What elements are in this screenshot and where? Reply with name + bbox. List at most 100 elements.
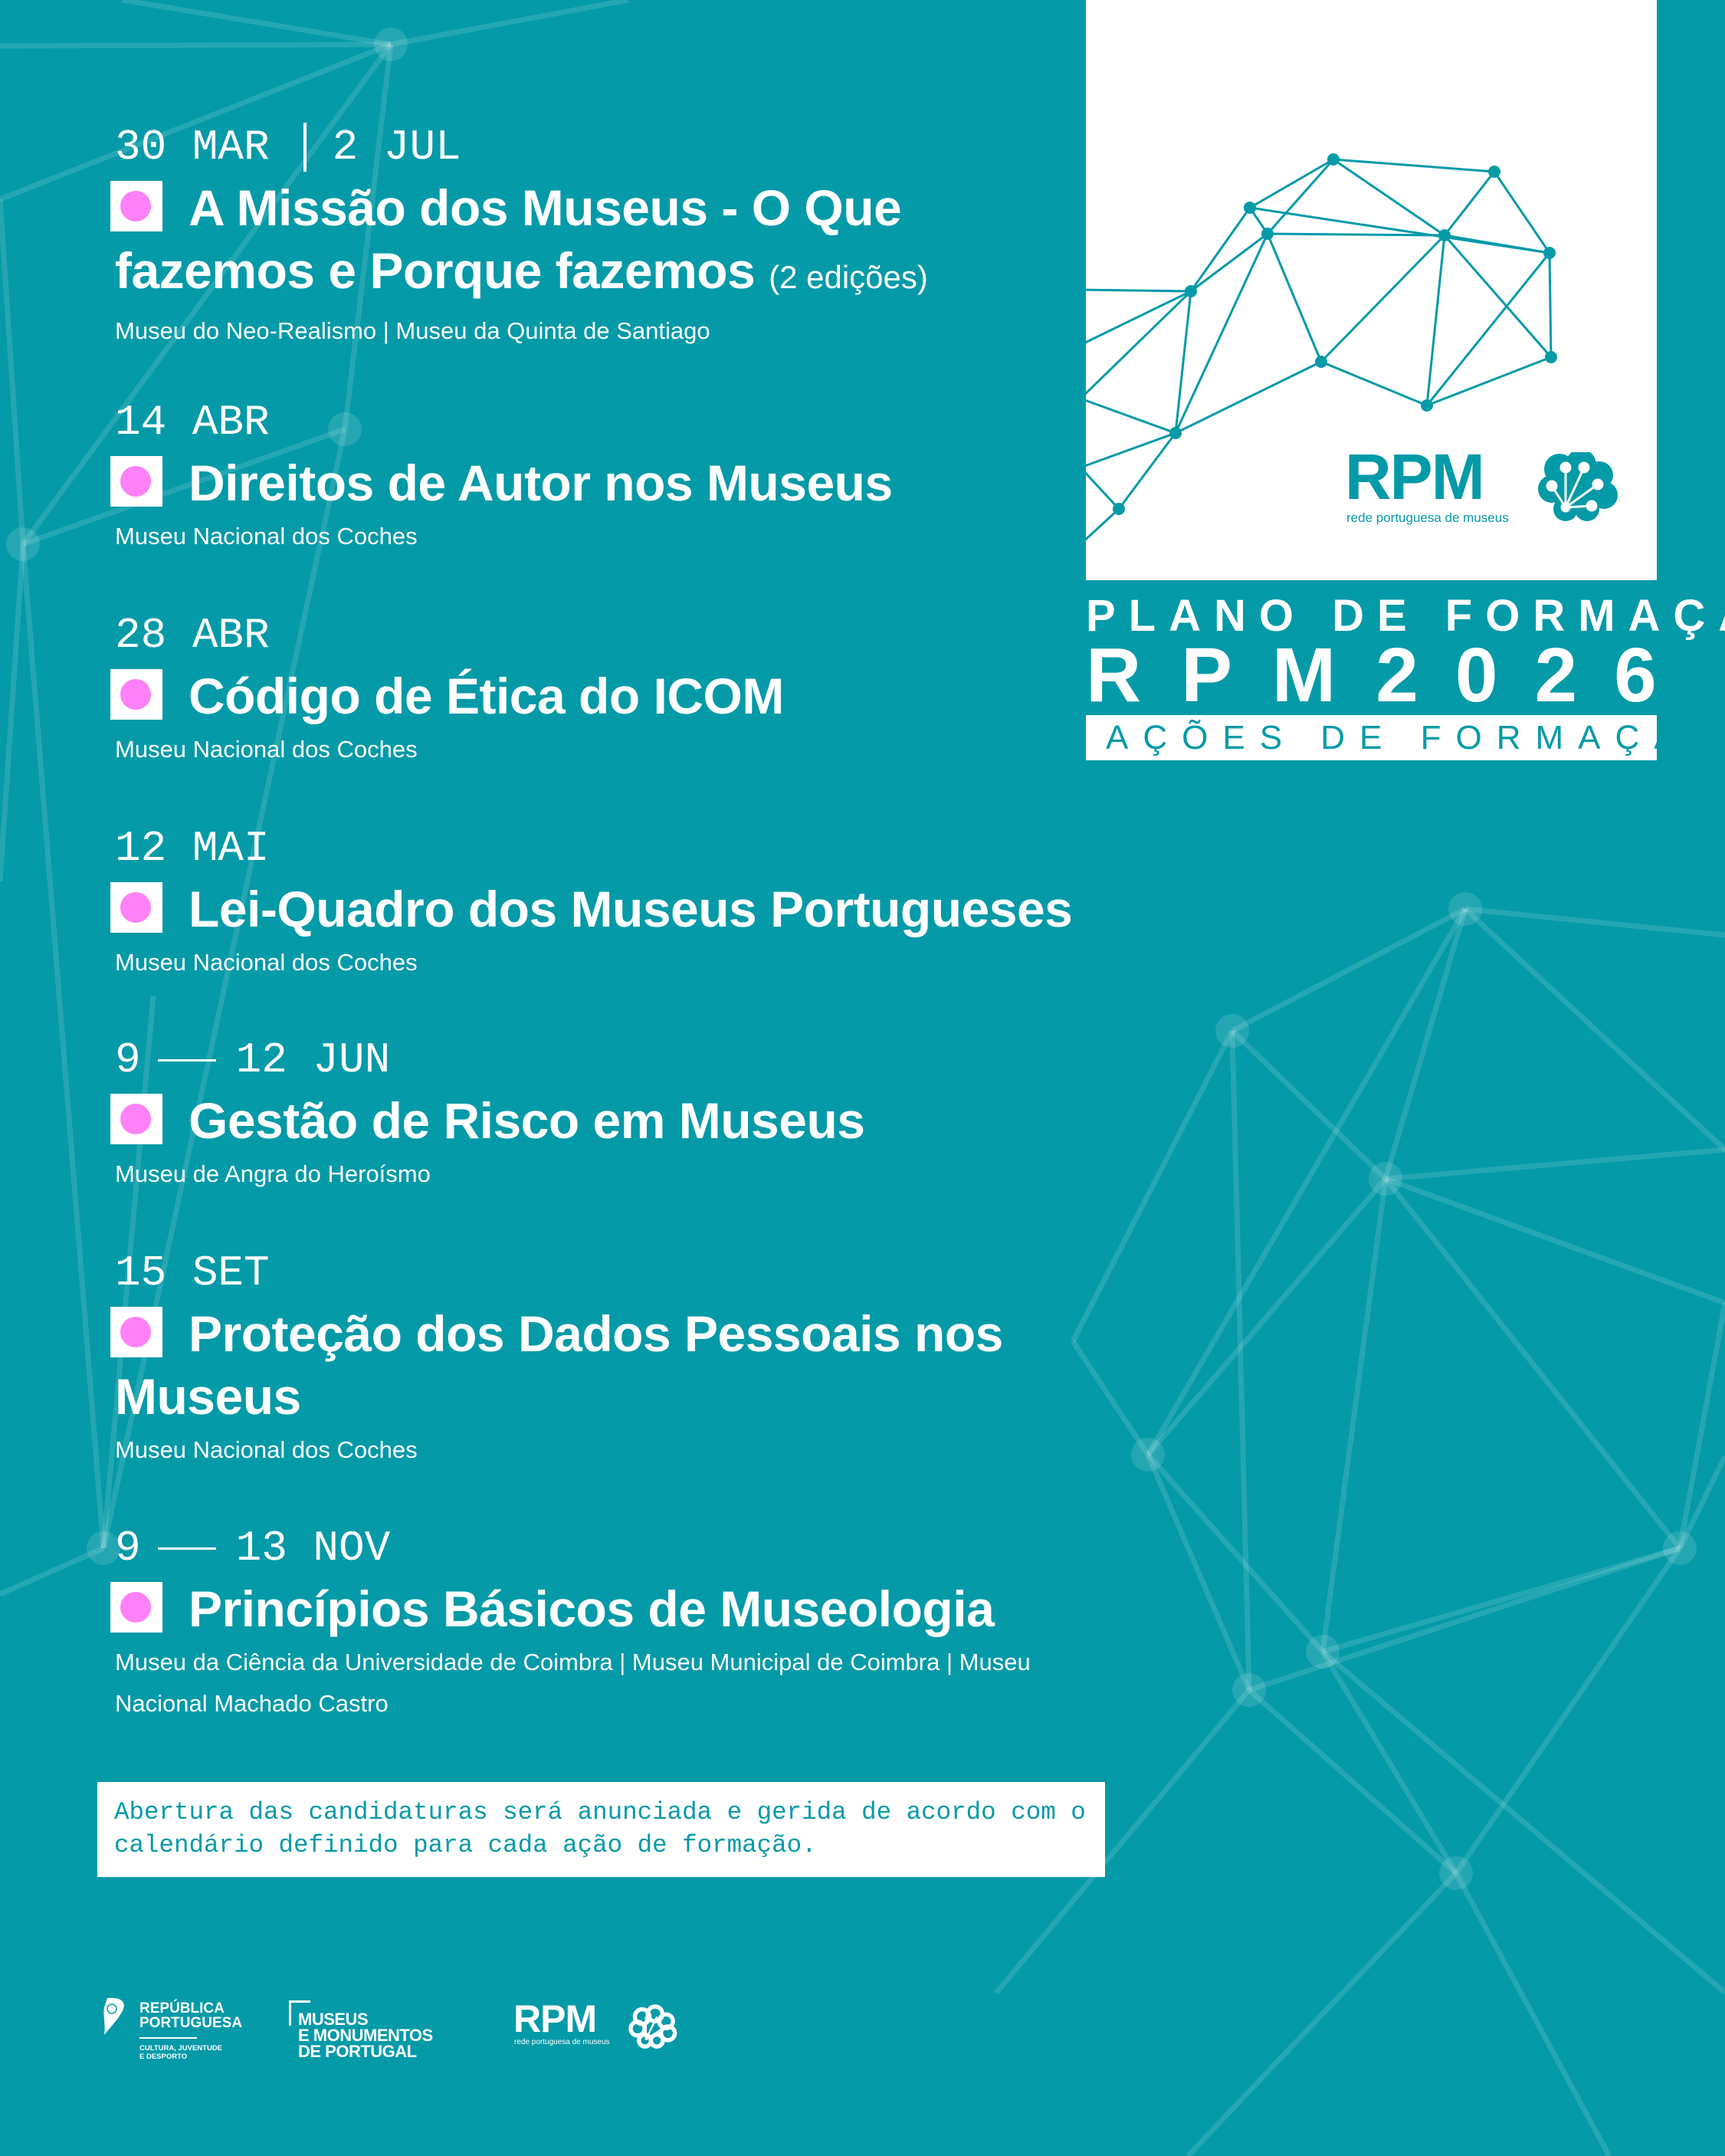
background-network-edge [1383,1176,1682,1551]
event-date: 12 MAI [115,824,1111,873]
mmp-corner-mark [289,2000,310,2026]
panel-network-edge [1548,252,1553,358]
republica-sub2: E DESPORTO [139,2053,188,2061]
background-network-node [328,412,362,446]
background-network-node [87,1531,120,1565]
event-edition-note: (2 edições) [769,259,928,295]
panel-network-edge [1086,288,1192,293]
panel-network-node [1261,228,1274,240]
panel-network-edge [1443,235,1553,358]
event-date-start: 30 MAR [115,123,270,172]
panel-network-node [1543,247,1556,259]
panel-network-node [1438,229,1451,241]
background-network-edge [100,428,348,1549]
plan-rpm: RPM [1086,632,1376,718]
panel-network-edge [1425,235,1446,406]
pink-bullet-icon [110,669,162,720]
network-illustration [1086,153,1557,541]
panel-network-edge [1333,158,1445,237]
panel-network-edge [1249,158,1334,209]
footer-rpm-logo: RPM rede portuguesa de museus [513,2000,697,2058]
mmp-line2: E MONUMENTOS [298,2026,433,2045]
mmp-line1: MUSEUS [298,2010,369,2029]
background-network-node [374,28,408,61]
background-network-edge [1146,1176,1388,1457]
panel-network-edge [1444,234,1550,254]
background-network-edge [1320,1178,1389,1652]
background-network-edge [20,543,107,1549]
background-network-edge [1453,1872,1612,2156]
republica-emblem-icon [103,1997,124,2035]
panel-network-node [1244,202,1256,214]
panel-network-node [1327,153,1340,166]
panel-network-edge [1443,171,1496,236]
panel-network-edge [1333,158,1495,173]
subtitle-badge: AÇÕES DE FORMAÇÃO [1086,715,1717,760]
background-network-node [6,527,40,561]
event-title: Código de Ética do ICOM [189,668,784,724]
background-network-edge [1463,907,1725,1152]
background-network-edge [122,0,392,48]
republica-line2: PORTUGUESA [139,2015,243,2031]
background-network-edge [1320,1650,1458,1875]
rpm-logo: RPM rede portuguesa de museus [1345,445,1636,530]
footer-flower-network-icon [628,2004,677,2049]
training-event: 9 12 JUN Gestão de Risco em Museus Museu … [110,1035,1111,1195]
panel-network-edge [1174,233,1269,434]
panel-network-edge [1086,290,1192,344]
logo-panel: RPM rede portuguesa de museus [1086,0,1657,580]
plan-year-title: RPM 2026 [1086,633,1668,717]
pink-bullet-icon [110,1582,162,1633]
rpm-wordmark: RPM [1345,441,1485,513]
event-venue: Museu Nacional dos Coches [115,523,418,550]
event-title-line: Lei-Quadro dos Museus Portugueses [110,878,1111,940]
background-network-edge [100,996,156,1549]
event-date-start: 28 ABR [115,611,270,660]
event-title: Proteção dos Dados Pessoais nos Museus [115,1305,1003,1425]
panel-network-edge [1117,432,1177,510]
background-network-node [1448,892,1482,926]
background-network-edge [21,42,393,546]
event-date-start: 15 SET [115,1249,270,1298]
pink-bullet-icon [110,1094,162,1144]
panel-network-edge [1086,471,1120,510]
event-title-line: A Missão dos Museus - O Que fazemos e Po… [110,176,1035,309]
background-network-edge [1320,1649,1725,1995]
background-network-edge [342,44,394,430]
event-date: 28 ABR [115,611,1111,660]
background-network-node [1215,1014,1249,1048]
panel-network-edge [1266,233,1323,363]
plan-title: PLANO DE FORMAÇÃO [1086,591,1725,641]
background-network-edge [1322,1545,1681,1655]
pink-bullet-icon [110,1307,162,1357]
event-title: Lei-Quadro dos Museus Portugueses [189,881,1073,937]
event-date-end: 2 JUL [332,123,461,172]
background-network-edge [1247,1688,1458,1875]
background-network-edge [1231,906,1467,1034]
panel-network-node [1315,356,1327,368]
museus-monumentos-logo: MUSEUS E MONUMENTOS DE PORTUGAL [289,2000,465,2062]
panel-network-node [1488,166,1500,178]
panel-network-edge [1086,290,1192,395]
panel-network-edge [1266,159,1335,235]
training-event: 9 13 NOV Princípios Básicos de Museologia… [110,1524,1111,1724]
background-network-edge [1677,1455,1725,1550]
event-date-start: 9 [115,1035,141,1085]
flower-network-icon [1538,452,1618,521]
background-network-edge [21,426,346,547]
background-network-edge [390,0,629,48]
event-date: 14 ABR [115,398,1111,447]
background-network-node [1369,1162,1402,1196]
background-network-edge [1229,1030,1252,1691]
event-venue: Museu Nacional dos Coches [115,949,418,976]
background-network-edge [994,1688,1251,1995]
event-date: 9 13 NOV [115,1524,1111,1573]
background-network-edge [1385,1147,1725,1182]
training-event: 28 ABR Código de Ética do ICOM Museu Nac… [110,611,1111,770]
background-network-edge [1230,1029,1388,1181]
background-network-edge [1071,1340,1150,1456]
event-date-start: 12 MAI [115,824,270,873]
panel-network-edge [1426,356,1552,407]
background-network-edge [0,41,392,202]
subtitle-text: AÇÕES DE FORMAÇÃO [1106,718,1725,756]
